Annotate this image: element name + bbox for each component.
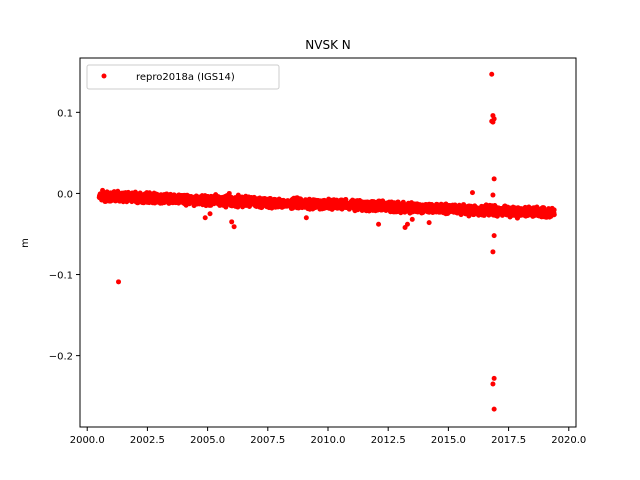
data-point: [376, 221, 382, 227]
chart-title: NVSK N: [305, 38, 350, 52]
data-point: [207, 211, 213, 217]
data-point: [491, 375, 497, 381]
data-point: [490, 192, 496, 198]
legend-marker: [101, 73, 107, 79]
data-point: [226, 190, 232, 196]
y-tick-label: 0.1: [57, 108, 73, 119]
x-tick-label: 2017.5: [491, 435, 526, 446]
legend: repro2018a (IGS14): [86, 64, 280, 90]
y-axis-label: m: [20, 238, 31, 248]
data-point: [489, 71, 495, 77]
x-tick-label: 2015.0: [431, 435, 466, 446]
x-axis: 2000.0 2002.5 2005.0 2007.5 2010.0 2012.5 2015…: [70, 427, 586, 446]
data-point: [231, 224, 237, 230]
data-point: [490, 249, 496, 255]
data-point: [491, 176, 497, 182]
x-tick-label: 2012.5: [371, 435, 406, 446]
y-tick-label: 0.0: [57, 189, 73, 200]
data-point: [303, 215, 309, 221]
data-point: [490, 119, 496, 125]
data-point: [404, 221, 410, 227]
data-point: [551, 207, 557, 213]
y-tick-label: −0.2: [49, 352, 73, 363]
data-point: [426, 220, 432, 226]
x-tick-label: 2002.5: [130, 435, 165, 446]
y-axis: 0.1 0.0 −0.1 −0.2: [49, 108, 80, 363]
data-point: [490, 381, 496, 387]
data-point: [469, 190, 475, 196]
x-tick-label: 2007.5: [250, 435, 285, 446]
data-point: [229, 219, 235, 225]
data-point: [202, 215, 208, 221]
x-tick-label: 2000.0: [70, 435, 105, 446]
data-point: [490, 205, 496, 211]
legend-label: repro2018a (IGS14): [136, 72, 235, 83]
data-point: [409, 216, 415, 222]
data-point: [491, 233, 497, 239]
data-point: [116, 279, 122, 285]
data-points: [96, 71, 557, 412]
x-tick-label: 2010.0: [311, 435, 346, 446]
data-point: [551, 212, 557, 218]
x-tick-label: 2005.0: [190, 435, 225, 446]
data-point: [491, 406, 497, 412]
y-tick-label: −0.1: [49, 271, 73, 282]
legend-box: [86, 64, 280, 90]
x-tick-label: 2020.0: [551, 435, 586, 446]
